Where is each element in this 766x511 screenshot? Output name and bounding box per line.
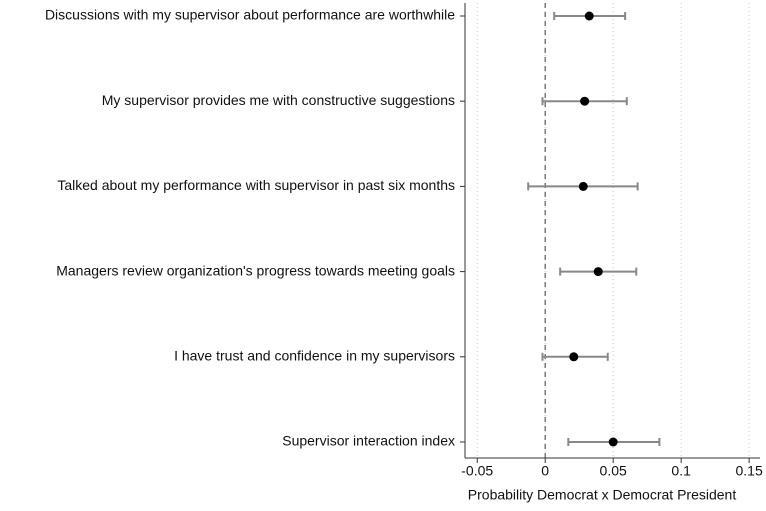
x-tick-label: 0.15 [735,463,762,479]
y-tick-label: My supervisor provides me with construct… [102,92,455,108]
y-tick-label: Managers review organization's progress … [56,262,455,278]
x-tick-label: 0.1 [671,463,691,479]
point [578,181,588,191]
point [584,11,594,21]
x-tick-label: 0 [541,463,549,479]
point [593,267,603,277]
point [580,96,590,106]
point [608,437,618,447]
x-axis-label: Probability Democrat x Democrat Presiden… [468,487,737,503]
x-tick-label: 0.05 [600,463,627,479]
y-tick-label: I have trust and confidence in my superv… [174,348,455,364]
y-tick-label: Discussions with my supervisor about per… [45,7,455,23]
x-tick-label: -0.05 [461,463,493,479]
point [569,352,579,362]
y-tick-label: Talked about my performance with supervi… [57,177,455,193]
y-tick-label: Supervisor interaction index [282,433,455,449]
